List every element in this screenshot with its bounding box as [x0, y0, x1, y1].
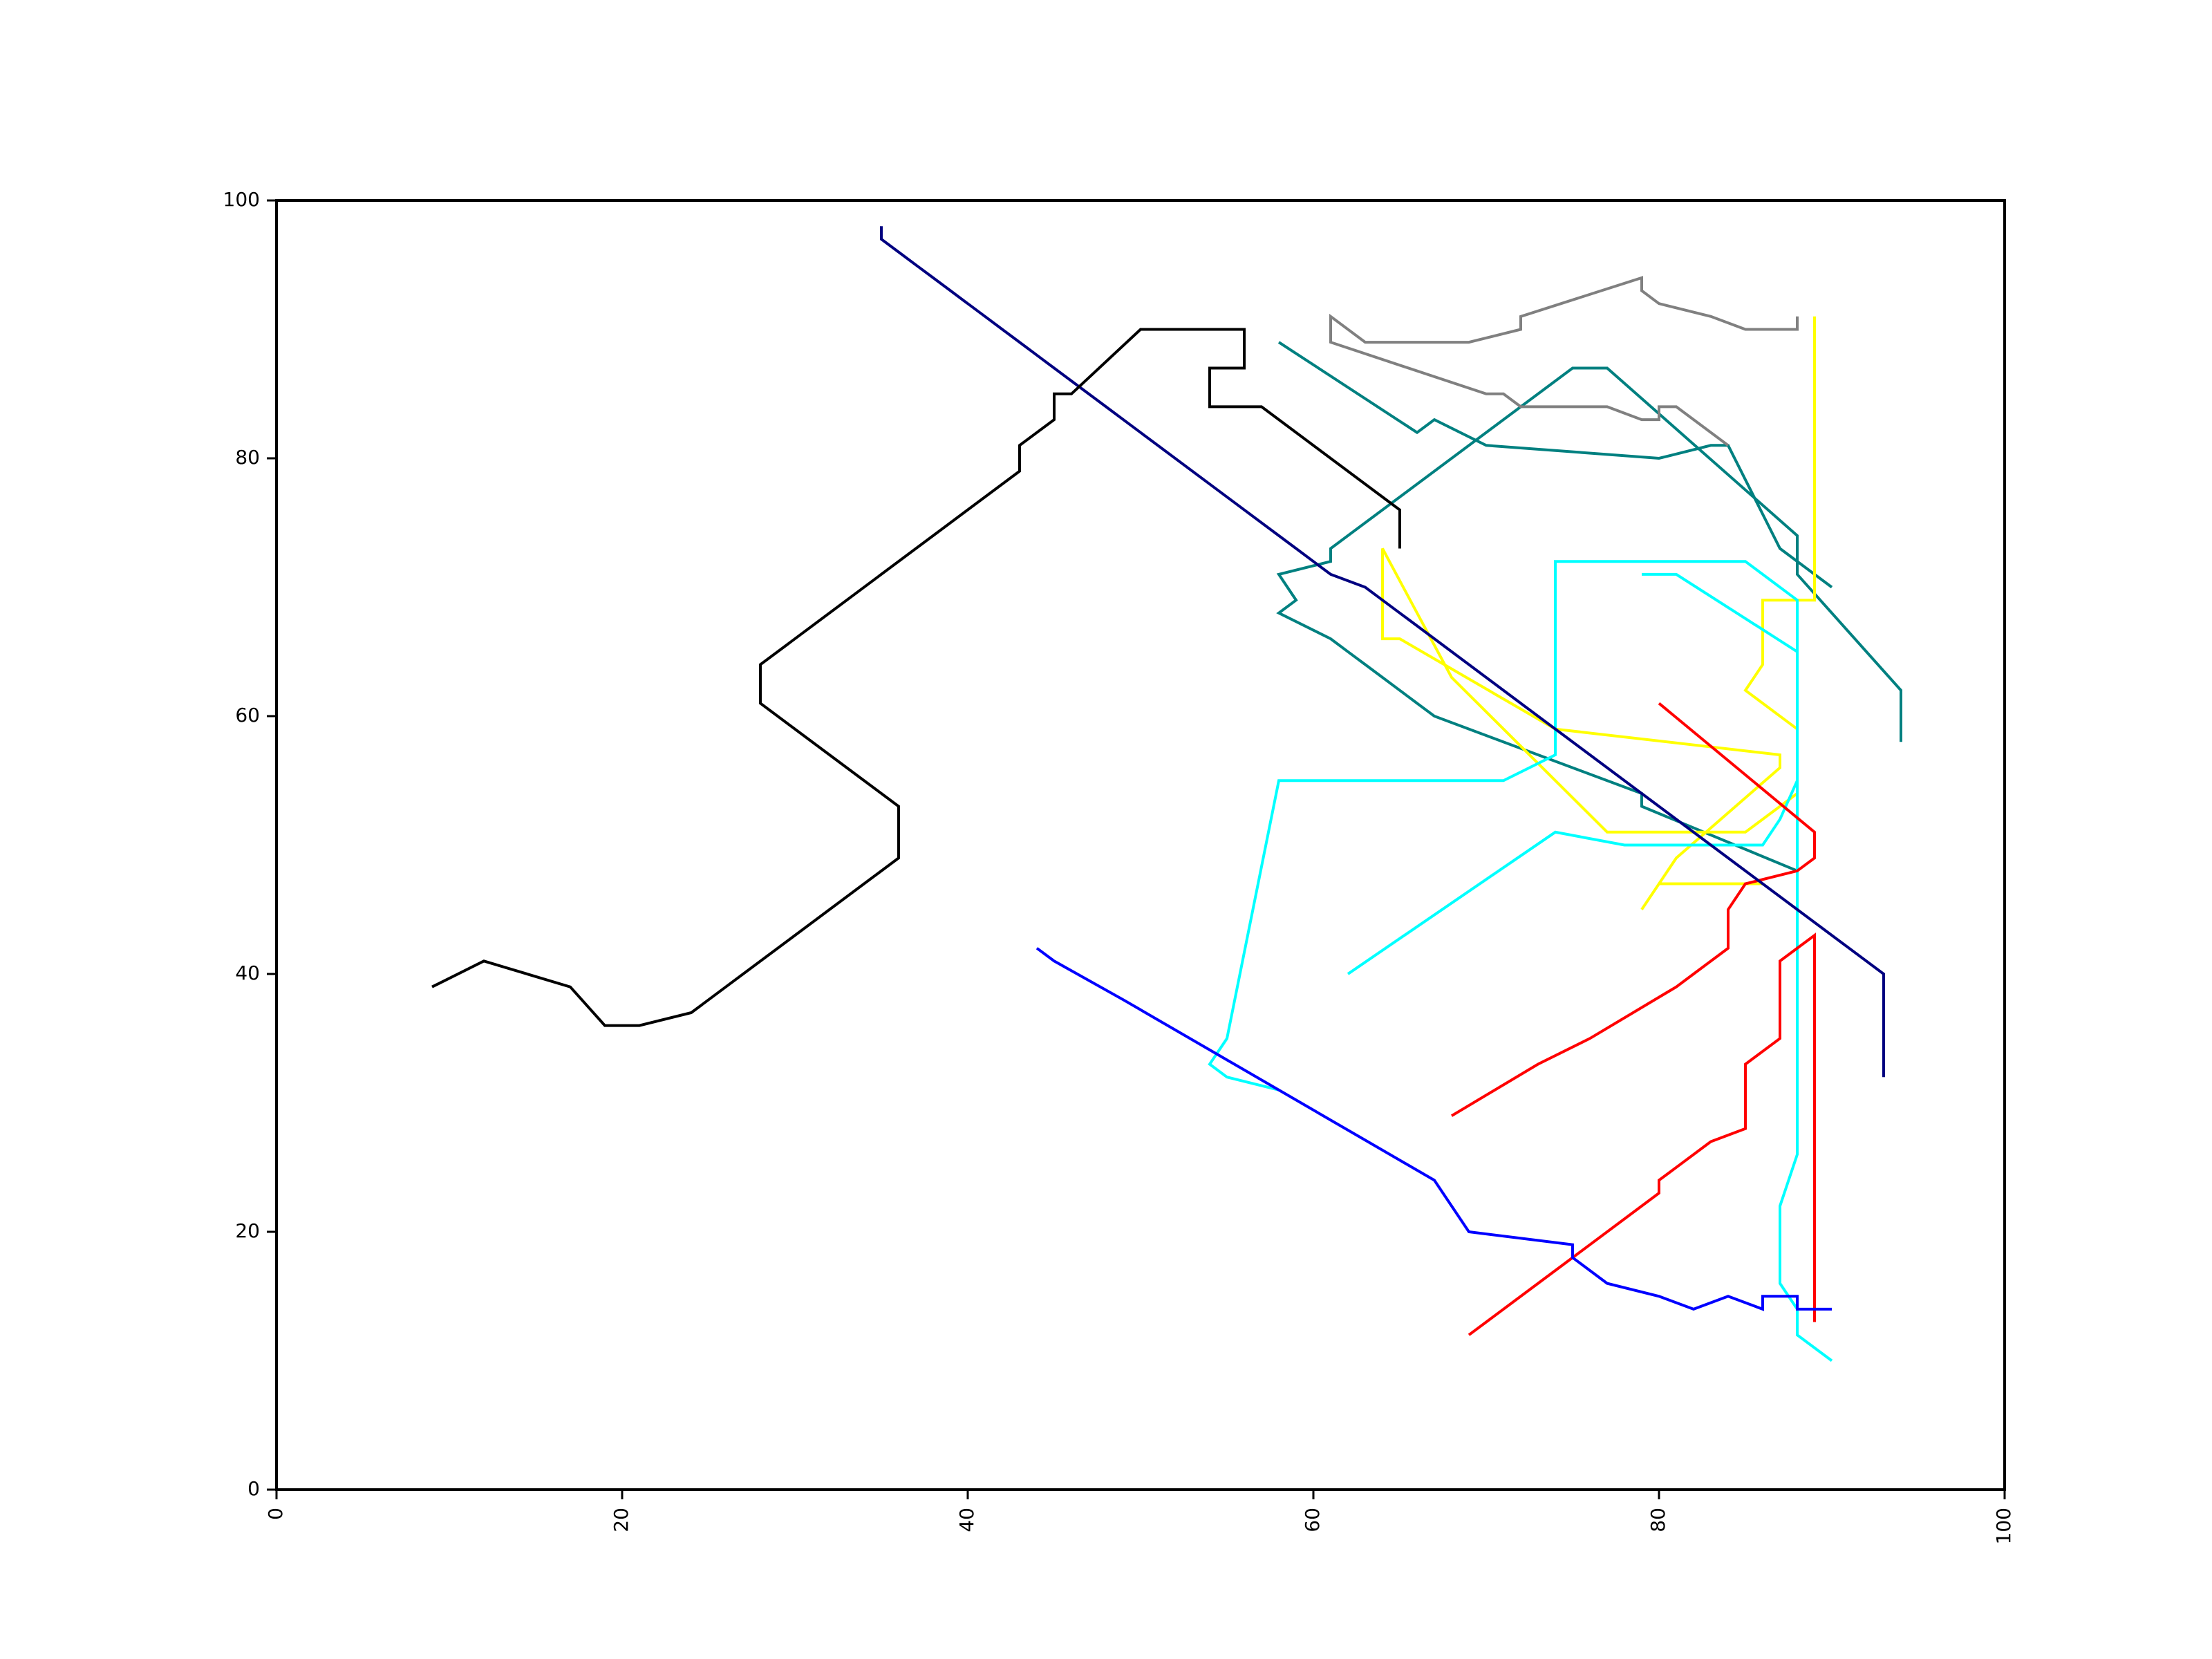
- y-tick-label: 60: [235, 704, 260, 727]
- series-line-2: [1277, 341, 1833, 589]
- y-tick-label: 40: [235, 962, 260, 984]
- x-tick-label: 60: [1301, 1508, 1324, 1533]
- series-layer: [431, 226, 1902, 1362]
- series-line-9: [880, 226, 1885, 1078]
- y-tick-label: 80: [235, 446, 260, 469]
- y-tick-label: 20: [235, 1219, 260, 1242]
- x-tick-label: 0: [264, 1508, 287, 1520]
- series-line-10: [431, 328, 1401, 1027]
- y-tick-label: 0: [247, 1477, 260, 1500]
- plot-frame: [275, 199, 2006, 1491]
- series-line-6: [1468, 932, 1816, 1336]
- series-line-5: [1347, 572, 1799, 975]
- x-tick-label: 20: [610, 1508, 632, 1533]
- series-line-11: [1329, 276, 1799, 447]
- x-tick-label: 100: [1992, 1508, 2015, 1544]
- series-line-1: [1276, 366, 1902, 872]
- series-line-3: [1381, 316, 1816, 910]
- x-axis: 0 20 40 60 80 100: [264, 1490, 2015, 1544]
- series-line-7: [1450, 702, 1816, 1117]
- y-axis: 0 20 40 60 80 100: [223, 188, 276, 1500]
- series-line-8: [1035, 947, 1832, 1311]
- x-tick-label: 80: [1647, 1508, 1669, 1533]
- y-tick-label: 100: [223, 188, 260, 211]
- x-tick-label: 40: [955, 1508, 978, 1533]
